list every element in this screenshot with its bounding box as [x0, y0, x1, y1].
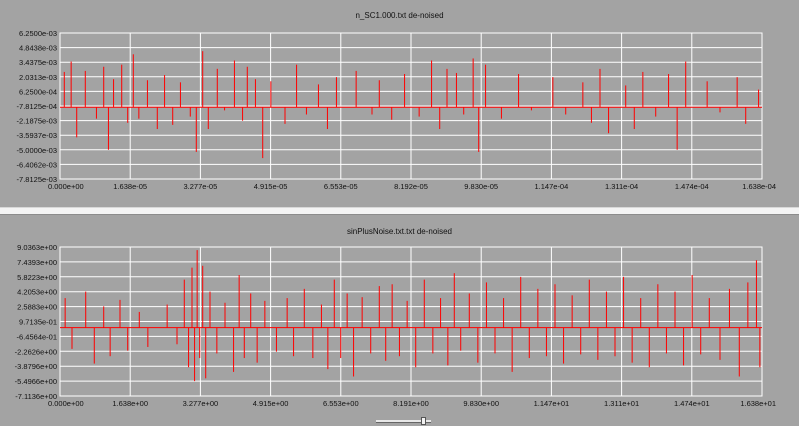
x-tick-label: 9.830e+00 — [463, 399, 499, 408]
y-tick-label: -6.4062e-03 — [17, 160, 57, 169]
x-tick-label: 1.311e+01 — [604, 399, 639, 408]
y-tick-label: 5.8223e+00 — [17, 273, 57, 282]
plot-title-top: n_SC1.000.txt de-noised — [355, 11, 444, 20]
zoom-slider-thumb[interactable] — [421, 417, 426, 425]
plot-panel-bottom: sinPlusNoise.txt.txt de-noised 0.000e+00… — [0, 216, 799, 412]
x-tick-label: 1.638e-04 — [742, 182, 776, 191]
y-tick-label: -6.4564e-01 — [17, 332, 57, 341]
x-tick-label: 1.147e+01 — [534, 399, 570, 408]
zoom-slider-track — [376, 420, 431, 423]
x-tick-label: 8.192e-05 — [394, 182, 428, 191]
y-tick-label: 4.8438e-03 — [19, 44, 57, 53]
y-tick-label: 2.5883e+00 — [17, 303, 57, 312]
zoom-slider[interactable] — [376, 417, 431, 425]
plot-panel-top: n_SC1.000.txt de-noised 0.000e+00 1.638e-… — [0, 0, 799, 206]
y-tick-label: 7.4393e+00 — [17, 258, 57, 267]
y-tick-label: -2.2626e+00 — [15, 347, 57, 356]
splitter-handle[interactable] — [0, 207, 799, 215]
y-tick-label: 3.4375e-03 — [19, 58, 57, 67]
y-tick-label: -3.5937e-03 — [17, 131, 57, 140]
x-tick-label: 1.638e+00 — [112, 399, 148, 408]
plot-title-bottom: sinPlusNoise.txt.txt de-noised — [347, 227, 452, 236]
x-tick-label: 1.638e-05 — [113, 182, 147, 191]
x-tick-label: 6.553e-05 — [324, 182, 358, 191]
chart-bottom: 0.000e+00 1.638e+00 3.277e+00 4.915e+00 6.55… — [15, 243, 776, 408]
x-tick-label: 9.830e-05 — [464, 182, 498, 191]
x-tick-label: 4.915e-05 — [254, 182, 288, 191]
y-tick-label: -7.8125e-04 — [17, 102, 57, 111]
y-tick-label: 4.2053e+00 — [17, 288, 57, 297]
x-tick-label: 3.277e-05 — [184, 182, 218, 191]
y-tick-label: 6.2500e-03 — [19, 29, 57, 38]
y-tick-label: 2.0313e-03 — [19, 73, 57, 82]
y-tick-label: -7.1136e+00 — [15, 392, 57, 401]
y-tick-label: -7.8125e-03 — [17, 175, 57, 184]
chart-top: 0.000e+00 1.638e-05 3.277e-05 4.915e-05 6.55… — [17, 29, 776, 191]
x-tick-label: 6.553e+00 — [323, 399, 359, 408]
y-tick-label: -2.1875e-03 — [17, 117, 57, 126]
y-tick-label: 9.0363e+00 — [17, 243, 57, 252]
x-tick-label: 3.277e+00 — [183, 399, 219, 408]
y-tick-label: 6.2500e-04 — [19, 87, 57, 96]
x-tick-label: 1.638e+01 — [740, 399, 776, 408]
y-tick-label: 9.7135e-01 — [19, 318, 57, 327]
x-tick-label: 4.915e+00 — [253, 399, 289, 408]
x-tick-label: 1.474e-04 — [675, 182, 709, 191]
y-tick-label: -5.4966e+00 — [15, 377, 57, 386]
x-tick-label: 0.000e+00 — [48, 399, 84, 408]
x-tick-label: 1.474e+01 — [674, 399, 710, 408]
x-tick-label: 0.000e+00 — [48, 182, 84, 191]
y-tick-label: -5.0000e-03 — [17, 146, 57, 155]
y-tick-label: -3.8796e+00 — [15, 362, 57, 371]
x-tick-label: 8.191e+00 — [393, 399, 429, 408]
x-tick-label: 1.147e-04 — [535, 182, 569, 191]
x-tick-label: 1.311e-04 — [605, 182, 638, 191]
